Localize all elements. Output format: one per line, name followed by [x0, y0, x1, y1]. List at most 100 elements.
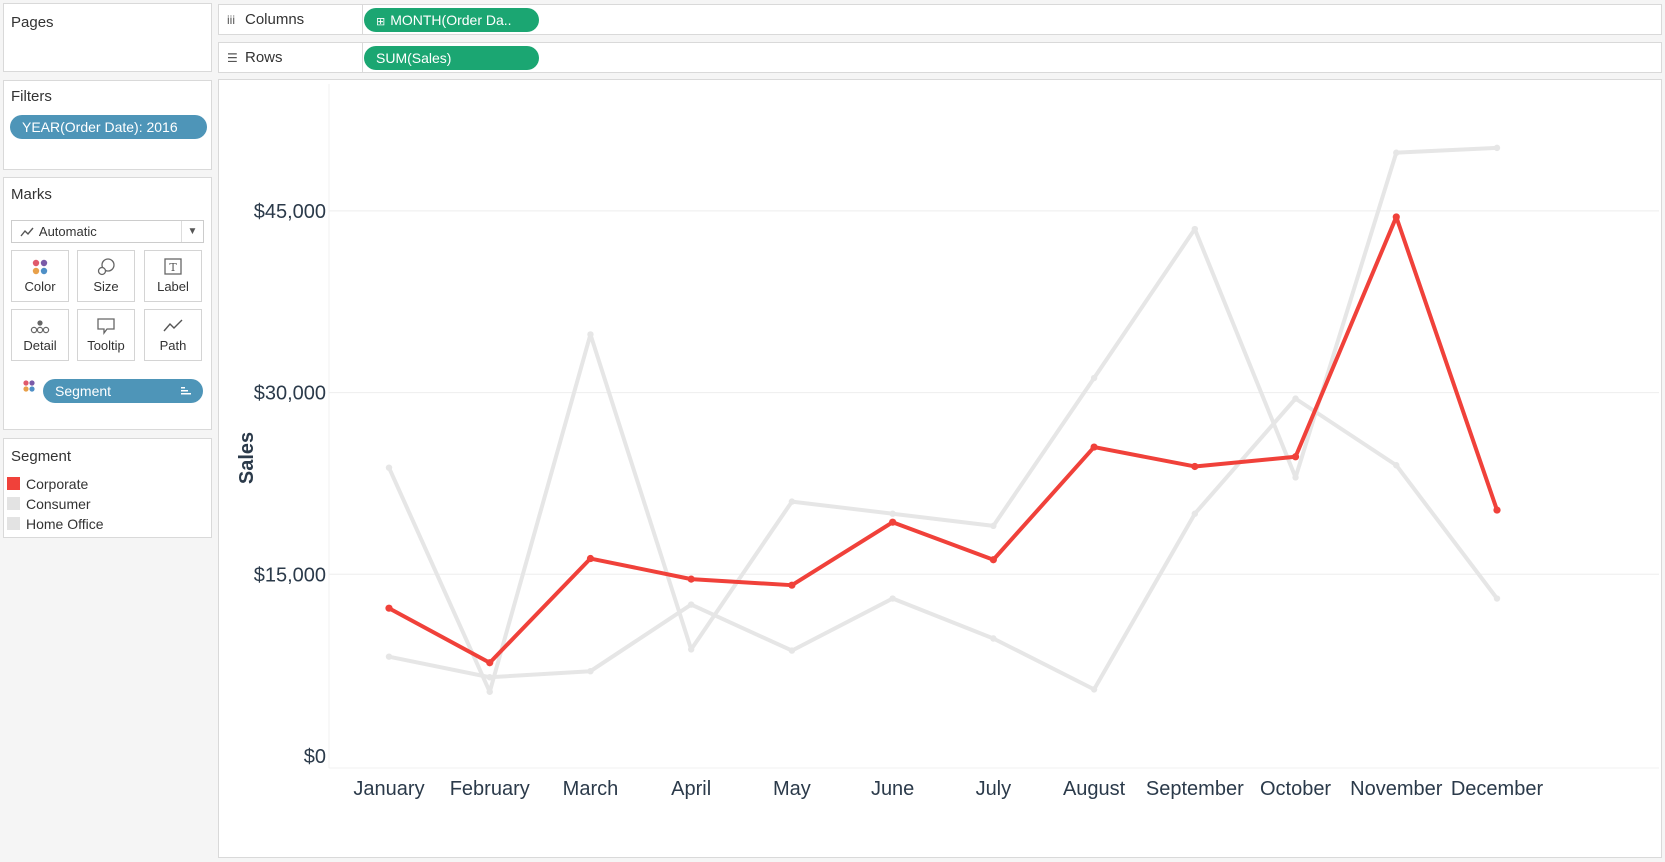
size-circles-icon	[95, 257, 117, 277]
filters-card: Filters YEAR(Order Date): 2016	[3, 80, 212, 170]
data-point	[889, 595, 896, 602]
color-button-label: Color	[24, 279, 56, 294]
rows-label-text: Rows	[245, 49, 283, 66]
line-mark-icon	[20, 222, 36, 243]
sales-line-chart[interactable]: $0 $15,000 $30,000 $45,000 Sales January Febru…	[219, 80, 1661, 857]
path-line-icon	[162, 316, 184, 336]
filter-pill-year[interactable]: YEAR(Order Date): 2016	[10, 115, 207, 139]
columns-shelf-label: iii Columns	[219, 5, 363, 34]
rows-pill-sales[interactable]: SUM(Sales)	[364, 46, 539, 70]
path-button-label: Path	[159, 338, 187, 353]
size-button-label: Size	[93, 279, 119, 294]
x-tick-label: November	[1350, 778, 1443, 800]
data-point	[788, 647, 796, 654]
pages-card: Pages	[3, 3, 212, 72]
color-dots-icon	[29, 257, 51, 277]
legend-item-home-office[interactable]: Home Office	[7, 514, 104, 534]
y-tick-label: $45,000	[254, 201, 326, 223]
rows-shelf[interactable]: ☰ Rows SUM(Sales)	[218, 42, 1662, 73]
data-point	[1090, 686, 1098, 693]
x-tick-label: February	[450, 778, 530, 800]
data-point	[989, 556, 997, 564]
y-axis-title: Sales	[236, 432, 258, 484]
data-point	[788, 498, 796, 505]
chart-area[interactable]: $0 $15,000 $30,000 $45,000 Sales January Febru…	[218, 79, 1662, 858]
data-point	[1292, 395, 1299, 402]
marks-title: Marks	[11, 186, 52, 203]
columns-icon: iii	[227, 13, 235, 27]
data-point	[486, 674, 493, 681]
size-button[interactable]: Size	[77, 250, 135, 302]
legend-swatch	[7, 517, 20, 530]
x-tick-label: October	[1260, 778, 1331, 800]
rows-icon: ☰	[227, 51, 238, 65]
data-point	[385, 604, 393, 612]
data-point	[1493, 144, 1501, 152]
data-point	[889, 510, 896, 517]
legend-item-corporate[interactable]: Corporate	[7, 474, 88, 494]
legend-label: Corporate	[26, 476, 89, 492]
data-point	[1493, 506, 1501, 514]
data-point	[385, 464, 393, 471]
filters-title: Filters	[11, 88, 52, 105]
data-point	[586, 554, 595, 563]
data-point	[587, 331, 594, 338]
y-tick-label: $30,000	[254, 383, 326, 405]
data-point	[1392, 213, 1400, 221]
detail-button-label: Detail	[23, 338, 57, 353]
detail-dots-icon	[29, 316, 51, 336]
data-point	[990, 635, 997, 642]
data-point	[587, 668, 594, 675]
legend-title: Segment	[11, 448, 72, 465]
legend-swatch	[7, 477, 20, 490]
data-point	[687, 601, 695, 608]
x-tick-label: May	[773, 778, 811, 800]
data-point	[486, 659, 494, 667]
y-tick-label: $0	[304, 746, 326, 768]
series-line-home-office	[387, 396, 1499, 692]
legend-label: Consumer	[26, 496, 91, 512]
y-tick-label: $15,000	[254, 564, 326, 586]
columns-pill-month[interactable]: ⊞ MONTH(Order Da..	[364, 8, 539, 32]
svg-text:T: T	[169, 261, 177, 274]
label-button[interactable]: T Label	[144, 250, 202, 302]
data-point	[1292, 474, 1299, 481]
x-tick-label: December	[1451, 778, 1544, 800]
data-point	[1393, 149, 1400, 156]
detail-button[interactable]: Detail	[11, 309, 69, 361]
path-button[interactable]: Path	[144, 309, 202, 361]
expand-plus-icon[interactable]: ⊞	[376, 16, 386, 28]
segment-legend: Segment Corporate Consumer Home Office	[3, 438, 212, 538]
data-point	[687, 575, 695, 583]
segment-field-pill[interactable]: Segment	[43, 379, 203, 403]
data-point	[1090, 374, 1098, 382]
data-point	[486, 688, 493, 695]
tooltip-bubble-icon	[95, 316, 117, 336]
pages-title: Pages	[11, 14, 54, 31]
legend-swatch	[7, 497, 20, 510]
data-point	[1393, 462, 1400, 469]
columns-shelf[interactable]: iii Columns ⊞ MONTH(Order Da..	[218, 4, 1662, 35]
color-button[interactable]: Color	[11, 250, 69, 302]
tooltip-button[interactable]: Tooltip	[77, 309, 135, 361]
mark-type-dropdown[interactable]: Automatic ▼	[11, 220, 204, 243]
series-line-corporate	[387, 214, 1499, 665]
data-point	[1191, 225, 1199, 233]
data-point	[1191, 462, 1199, 471]
color-field-icon	[21, 378, 37, 399]
data-point	[687, 646, 695, 653]
series-line-consumer	[387, 145, 1499, 694]
x-tick-label: March	[563, 778, 619, 800]
segment-field-label: Segment	[55, 383, 112, 399]
x-tick-label: January	[353, 778, 424, 800]
columns-pill-label: MONTH(Order Da..	[390, 12, 512, 28]
data-point	[1493, 595, 1501, 602]
data-point	[889, 518, 897, 526]
legend-item-consumer[interactable]: Consumer	[7, 494, 91, 514]
data-point	[385, 653, 393, 660]
tooltip-button-label: Tooltip	[87, 338, 125, 353]
data-point	[788, 581, 796, 589]
rows-shelf-label: ☰ Rows	[219, 43, 363, 72]
chevron-down-icon[interactable]: ▼	[181, 221, 203, 242]
x-tick-label: July	[976, 778, 1012, 800]
